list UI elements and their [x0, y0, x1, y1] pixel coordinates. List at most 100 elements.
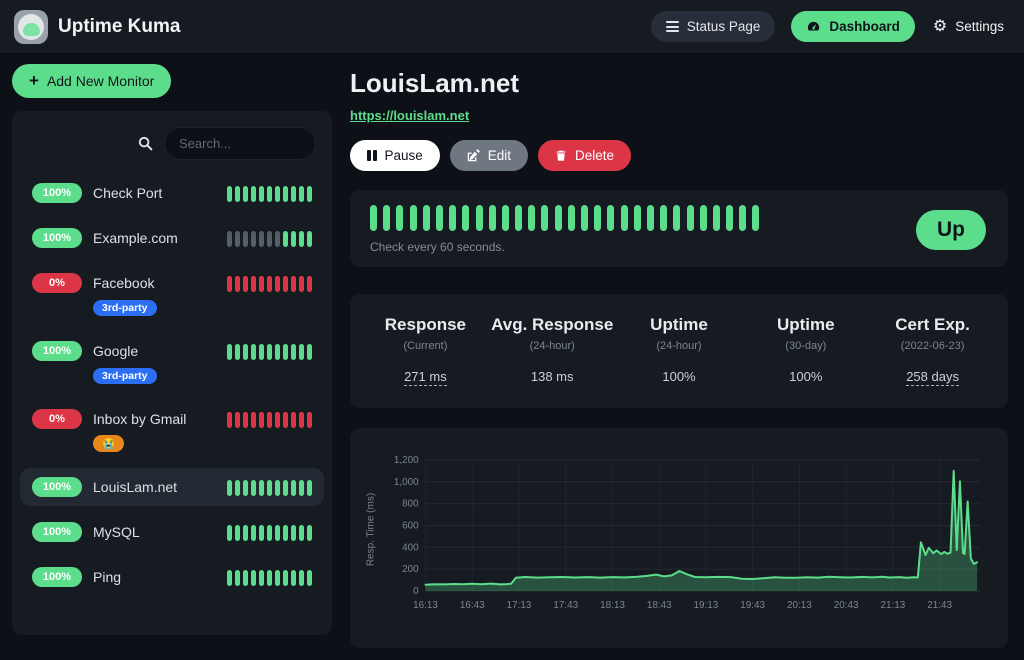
pause-icon — [367, 150, 377, 161]
heartbeat-beat — [752, 205, 760, 231]
sidebar: + Add New Monitor 100% Check Port 100% Exam… — [12, 62, 332, 660]
heartbeat-beat — [243, 231, 248, 247]
pause-button[interactable]: Pause — [350, 140, 440, 171]
heartbeat-beat — [259, 570, 264, 586]
heartbeat-beat — [291, 570, 296, 586]
search-input[interactable] — [164, 127, 316, 160]
heartbeat-beat — [251, 231, 256, 247]
stat-value[interactable]: 258 days — [906, 369, 959, 386]
stat-subtitle: (30-day) — [785, 340, 827, 352]
monitor-list-item[interactable]: 100% LouisLam.net — [20, 468, 324, 506]
heartbeat-beat — [235, 525, 240, 541]
monitor-list-item[interactable]: 100% MySQL — [20, 513, 324, 551]
stat-value: 138 ms — [530, 369, 574, 384]
stat-title: Uptime — [650, 315, 708, 334]
heartbeat-beat — [307, 525, 312, 541]
heartbeat-beat — [528, 205, 536, 231]
check-interval-text: Check every 60 seconds. — [370, 240, 505, 254]
list-icon — [665, 21, 679, 32]
stat-title: Response — [384, 315, 467, 334]
monitor-list-item[interactable]: 100% Example.com — [20, 219, 324, 257]
stat-block: Uptime (24-hour) 100% — [616, 315, 743, 384]
heartbeat-beat — [235, 570, 240, 586]
svg-text:1,000: 1,000 — [394, 477, 419, 488]
monitor-tag: 3rd-party — [93, 368, 157, 384]
svg-text:18:13: 18:13 — [600, 600, 625, 611]
uptime-badge: 100% — [32, 228, 82, 248]
monitor-list-item[interactable]: 100% Ping — [20, 558, 324, 596]
heartbeat-beat — [267, 231, 272, 247]
heartbeat-beat — [283, 231, 288, 247]
settings-button[interactable]: ⚙ Settings — [931, 11, 1006, 43]
app-brand[interactable]: Uptime Kuma — [14, 9, 180, 44]
heartbeat-beat — [488, 205, 496, 231]
heartbeat-beat — [275, 344, 280, 360]
heartbeat-beat — [235, 412, 240, 428]
monitor-list: 100% Check Port 100% Example.com 0% Facebook 3… — [12, 174, 332, 596]
delete-button[interactable]: Delete — [538, 140, 632, 171]
monitor-heartbeat-bar — [227, 341, 312, 360]
dashboard-label: Dashboard — [829, 19, 900, 34]
heartbeat-beat — [673, 205, 681, 231]
heartbeat-beat — [515, 205, 523, 231]
add-new-monitor-label: Add New Monitor — [46, 73, 155, 89]
heartbeat-beat — [283, 412, 288, 428]
add-new-monitor-button[interactable]: + Add New Monitor — [12, 64, 172, 98]
heartbeat-beat — [686, 205, 694, 231]
heartbeat-beat — [283, 525, 288, 541]
heartbeat-beat — [291, 525, 296, 541]
heartbeat-beat — [235, 276, 240, 292]
stat-subtitle: (24-hour) — [529, 340, 575, 352]
monitor-url-link[interactable]: https://louislam.net — [350, 108, 470, 123]
svg-text:16:43: 16:43 — [460, 600, 485, 611]
heartbeat-beat — [243, 570, 248, 586]
heartbeat-beat — [227, 231, 232, 247]
heartbeat-beat — [449, 205, 457, 231]
monitor-info: 100% Check Port — [32, 183, 162, 203]
monitor-info: 100% Ping — [32, 567, 121, 587]
heartbeat-beat — [243, 525, 248, 541]
heartbeat-left: Check every 60 seconds. — [370, 205, 760, 254]
heartbeat-beat — [660, 205, 668, 231]
heartbeat-beat — [307, 570, 312, 586]
heartbeat-beat — [307, 412, 312, 428]
monitor-list-item[interactable]: 100% Check Port — [20, 174, 324, 212]
navbar: Uptime Kuma Status Page Dashboard ⚙ Sett… — [0, 0, 1024, 54]
monitor-list-item[interactable]: 0% Inbox by Gmail 😭 — [20, 400, 324, 461]
heartbeat-beat — [275, 412, 280, 428]
heartbeat-beat — [726, 205, 734, 231]
stat-value[interactable]: 271 ms — [404, 369, 447, 386]
heartbeat-bar — [370, 205, 760, 231]
heartbeat-beat — [243, 412, 248, 428]
status-page-button[interactable]: Status Page — [650, 11, 776, 42]
heartbeat-beat — [283, 480, 288, 496]
heartbeat-beat — [291, 231, 296, 247]
monitor-info: 0% Facebook 3rd-party — [32, 273, 157, 316]
svg-text:16:13: 16:13 — [413, 600, 438, 611]
heartbeat-beat — [712, 205, 720, 231]
heartbeat-beat — [435, 205, 443, 231]
heartbeat-beat — [227, 412, 232, 428]
monitor-heartbeat-bar — [227, 477, 312, 496]
edit-button[interactable]: Edit — [449, 140, 529, 171]
search-row — [12, 123, 332, 174]
monitor-heartbeat-bar — [227, 567, 312, 586]
heartbeat-beat — [283, 344, 288, 360]
stat-block: Uptime (30-day) 100% — [742, 315, 869, 384]
monitor-info: 0% Inbox by Gmail 😭 — [32, 409, 186, 452]
heartbeat-beat — [462, 205, 470, 231]
monitor-heartbeat-bar — [227, 273, 312, 292]
heartbeat-beat — [607, 205, 615, 231]
heartbeat-beat — [299, 525, 304, 541]
monitor-heartbeat-bar — [227, 409, 312, 428]
heartbeat-beat — [251, 570, 256, 586]
heartbeat-beat — [307, 480, 312, 496]
page-title: LouisLam.net — [350, 68, 520, 98]
stat-block: Avg. Response (24-hour) 138 ms — [489, 315, 616, 384]
monitor-list-item[interactable]: 0% Facebook 3rd-party — [20, 264, 324, 325]
dashboard-button[interactable]: Dashboard — [791, 11, 915, 42]
heartbeat-beat — [299, 412, 304, 428]
monitor-list-item[interactable]: 100% Google 3rd-party — [20, 332, 324, 393]
svg-text:20:13: 20:13 — [787, 600, 812, 611]
svg-text:600: 600 — [402, 520, 419, 531]
